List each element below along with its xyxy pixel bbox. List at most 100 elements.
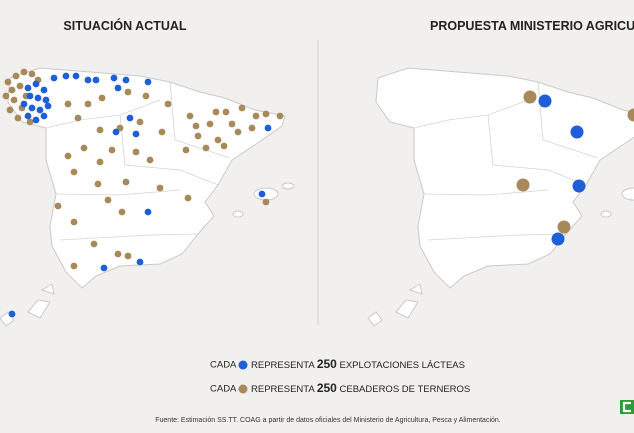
- dot: [54, 202, 62, 210]
- dot: [182, 146, 190, 154]
- legend-prefix: CADA: [210, 384, 237, 395]
- dot: [523, 90, 537, 104]
- dot: [4, 78, 12, 86]
- legend-swatch: [238, 360, 248, 370]
- dot: [122, 178, 130, 186]
- legend-prefix: CADA: [210, 360, 237, 371]
- dot: [220, 142, 228, 150]
- dot: [32, 116, 40, 124]
- dot: [26, 118, 34, 126]
- dot: [100, 264, 108, 272]
- dot: [114, 250, 122, 258]
- dot: [64, 100, 72, 108]
- dot: [36, 106, 44, 114]
- dot: [136, 258, 144, 266]
- dot: [24, 112, 32, 120]
- dot: [40, 112, 48, 120]
- dot: [14, 114, 22, 122]
- dot: [214, 136, 222, 144]
- legend-swatch: [238, 384, 248, 394]
- dot: [164, 100, 172, 108]
- dot: [234, 128, 242, 136]
- dot: [16, 82, 24, 90]
- dot: [238, 104, 246, 112]
- dot: [194, 132, 202, 140]
- dot: [262, 198, 270, 206]
- legend-entry: REPRESENTA 250 CEBADEROS DE TERNEROS: [251, 381, 470, 395]
- dot: [158, 128, 166, 136]
- dot: [96, 158, 104, 166]
- dot: [112, 128, 120, 136]
- dot: [72, 72, 80, 80]
- dot: [124, 88, 132, 96]
- dot: [132, 130, 140, 138]
- dot: [248, 124, 256, 132]
- dot: [8, 310, 16, 318]
- dot: [40, 86, 48, 94]
- source: Fuente: Estimación SS.TT. COAG a partir …: [155, 417, 501, 424]
- dot: [146, 156, 154, 164]
- dot: [42, 96, 50, 104]
- dot: [551, 232, 565, 246]
- dot: [132, 148, 140, 156]
- dot: [20, 68, 28, 76]
- dot: [192, 122, 200, 130]
- dot: [64, 152, 72, 160]
- dot: [80, 144, 88, 152]
- dot: [94, 180, 102, 188]
- legend-entry: REPRESENTA 250 EXPLOTACIONES LÁCTEAS: [251, 357, 465, 371]
- dot: [627, 108, 634, 122]
- dot: [570, 125, 584, 139]
- dot: [50, 74, 58, 82]
- legend-verb: REPRESENTA: [251, 360, 315, 371]
- dot: [74, 114, 82, 122]
- dot: [184, 194, 192, 202]
- dot: [142, 92, 150, 100]
- dot: [156, 184, 164, 192]
- dot: [144, 208, 152, 216]
- dot: [118, 208, 126, 216]
- dot: [84, 100, 92, 108]
- dot: [90, 240, 98, 248]
- legend-verb: REPRESENTA: [251, 384, 315, 395]
- dot: [96, 126, 104, 134]
- legend-count: 250: [317, 357, 337, 371]
- dot: [70, 168, 78, 176]
- dot: [10, 96, 18, 104]
- dot: [262, 110, 270, 118]
- dot: [84, 76, 92, 84]
- dot: [12, 72, 20, 80]
- legend-count: 250: [317, 381, 337, 395]
- dot: [28, 70, 36, 78]
- legend-label: EXPLOTACIONES LÁCTEAS: [340, 360, 465, 371]
- dot: [276, 112, 284, 120]
- dot: [44, 102, 52, 110]
- dot: [136, 118, 144, 126]
- dot: [110, 74, 118, 82]
- map-proposal: [367, 67, 634, 327]
- dot: [264, 124, 272, 132]
- dot: [538, 94, 552, 108]
- dot: [144, 78, 152, 86]
- dot: [258, 190, 266, 198]
- dot: [124, 252, 132, 260]
- dot: [108, 146, 116, 154]
- dot: [26, 92, 34, 100]
- right-title: PROPUESTA MINISTERIO AGRICULTURA: [430, 19, 634, 33]
- dot: [126, 114, 134, 122]
- dots: [2, 68, 634, 318]
- dot: [228, 120, 236, 128]
- dot: [70, 262, 78, 270]
- dot: [122, 76, 130, 84]
- dot: [98, 94, 106, 102]
- dot: [32, 80, 40, 88]
- legend-label: CEBADEROS DE TERNEROS: [340, 384, 471, 395]
- dot: [572, 179, 586, 193]
- dot: [28, 104, 36, 112]
- dot: [62, 72, 70, 80]
- map-current: [0, 67, 295, 327]
- dot: [70, 218, 78, 226]
- logo-mark: [622, 401, 631, 413]
- dot: [186, 112, 194, 120]
- left-title: SITUACIÓN ACTUAL: [63, 18, 187, 33]
